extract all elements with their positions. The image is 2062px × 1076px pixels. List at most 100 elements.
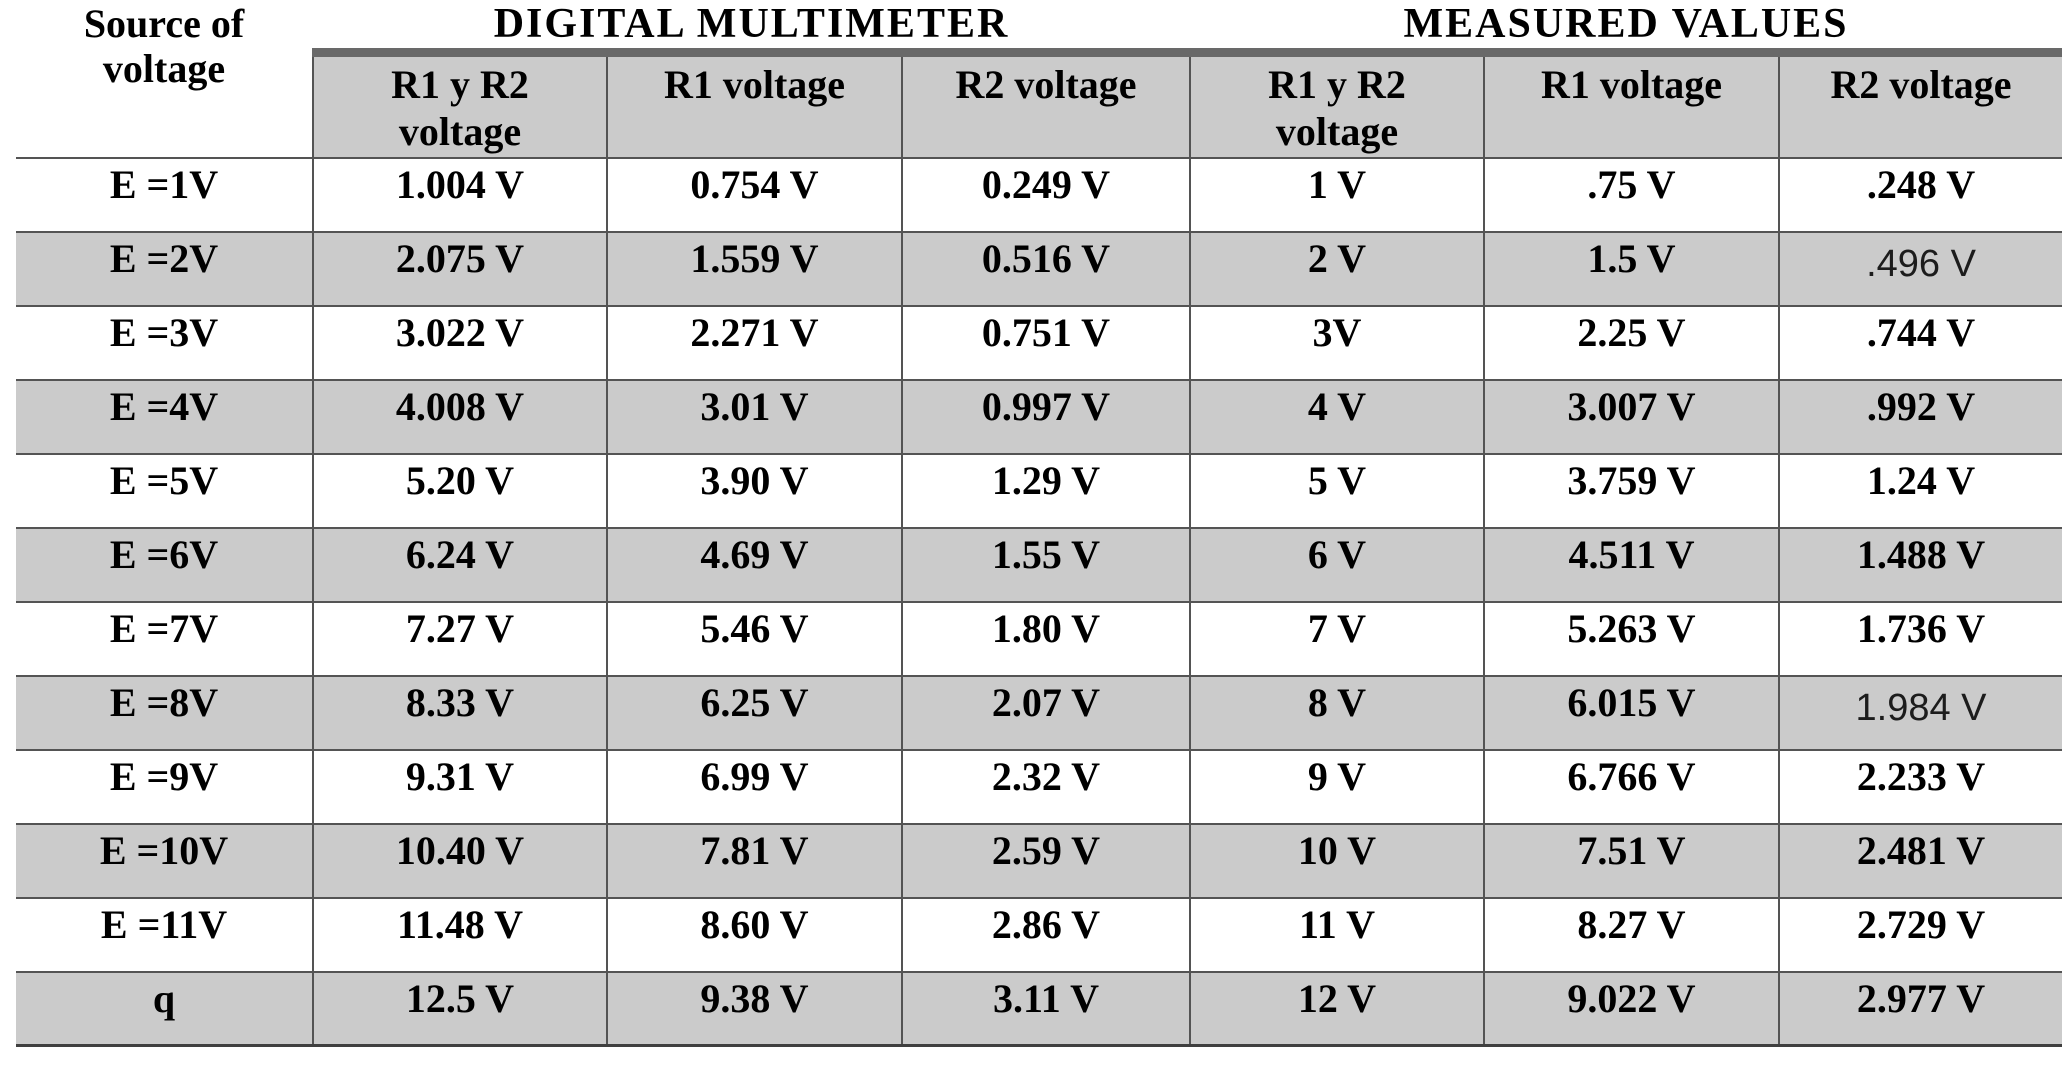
row-label: E =7V xyxy=(16,601,313,677)
value-cell: 1 V xyxy=(1189,157,1484,233)
value-cell: 3V xyxy=(1189,305,1484,381)
value-cell: 4.69 V xyxy=(606,527,902,603)
value-cell: 3.90 V xyxy=(606,453,902,529)
voltage-measurements-table: Source of voltage DIGITAL MULTIMETER MEA… xyxy=(16,0,2062,1047)
value-cell: 2.86 V xyxy=(901,897,1190,973)
value-cell: 2.233 V xyxy=(1777,749,2062,825)
column-header-dm-r2-voltage: R2 voltage xyxy=(901,48,1190,159)
value-cell: 8.60 V xyxy=(606,897,902,973)
value-cell: 5.263 V xyxy=(1483,601,1779,677)
group-header-row: Source of voltage DIGITAL MULTIMETER MEA… xyxy=(16,0,2062,159)
table-row: q 12.5 V 9.38 V 3.11 V 12 V 9.022 V 2.977 V xyxy=(16,971,2062,1047)
value-cell: 9.022 V xyxy=(1483,971,1779,1047)
table-header: Source of voltage DIGITAL MULTIMETER MEA… xyxy=(16,0,2062,159)
row-label: E =8V xyxy=(16,675,313,751)
row-label: E =2V xyxy=(16,231,313,307)
value-cell: .744 V xyxy=(1777,305,2062,381)
value-cell: 0.751 V xyxy=(901,305,1190,381)
value-cell: 11 V xyxy=(1189,897,1484,973)
group-header-measured-values: MEASURED VALUES xyxy=(1190,0,2062,53)
value-cell: 6 V xyxy=(1189,527,1484,603)
column-header-mv-r2-voltage: R2 voltage xyxy=(1777,48,2062,159)
value-cell: 2.075 V xyxy=(312,231,607,307)
value-cell: 10.40 V xyxy=(312,823,607,899)
value-cell: 1.984 V xyxy=(1777,675,2062,751)
value-cell: 7 V xyxy=(1189,601,1484,677)
table-row: E =11V 11.48 V 8.60 V 2.86 V 11 V 8.27 V 2.729… xyxy=(16,897,2062,973)
row-label: E =3V xyxy=(16,305,313,381)
value-cell: 6.99 V xyxy=(606,749,902,825)
sub-header-row: R1 y R2 voltage R1 voltage R2 voltage R1… xyxy=(16,48,2062,159)
corner-header-label: Source of voltage xyxy=(83,1,245,91)
row-label: E =4V xyxy=(16,379,313,455)
value-cell: 2.59 V xyxy=(901,823,1190,899)
value-cell: 1.24 V xyxy=(1777,453,2062,529)
column-header-dm-r1r2-voltage: R1 y R2 voltage xyxy=(312,48,607,159)
row-label: E =5V xyxy=(16,453,313,529)
value-cell: 0.754 V xyxy=(606,157,902,233)
value-cell: 1.80 V xyxy=(901,601,1190,677)
value-cell: 9.38 V xyxy=(606,971,902,1047)
value-cell: 0.249 V xyxy=(901,157,1190,233)
value-cell: 4 V xyxy=(1189,379,1484,455)
value-cell: 0.516 V xyxy=(901,231,1190,307)
value-cell: 8.27 V xyxy=(1483,897,1779,973)
value-cell: 0.997 V xyxy=(901,379,1190,455)
value-cell: 4.008 V xyxy=(312,379,607,455)
value-cell: .75 V xyxy=(1483,157,1779,233)
value-cell: 1.29 V xyxy=(901,453,1190,529)
value-cell: 6.766 V xyxy=(1483,749,1779,825)
table-row: E =10V 10.40 V 7.81 V 2.59 V 10 V 7.51 V 2.481… xyxy=(16,823,2062,899)
value-cell: 6.25 V xyxy=(606,675,902,751)
value-cell: 1.559 V xyxy=(606,231,902,307)
value-cell: 6.015 V xyxy=(1483,675,1779,751)
value-cell: .992 V xyxy=(1777,379,2062,455)
value-cell: 3.01 V xyxy=(606,379,902,455)
row-label: E =10V xyxy=(16,823,313,899)
value-cell: 2.271 V xyxy=(606,305,902,381)
value-cell: 2.07 V xyxy=(901,675,1190,751)
value-cell: 6.24 V xyxy=(312,527,607,603)
value-cell: 5 V xyxy=(1189,453,1484,529)
value-cell: 9.31 V xyxy=(312,749,607,825)
value-cell: 3.11 V xyxy=(901,971,1190,1047)
value-cell: 12 V xyxy=(1189,971,1484,1047)
row-label: E =6V xyxy=(16,527,313,603)
group-header-digital-multimeter: DIGITAL MULTIMETER xyxy=(313,0,1190,53)
value-cell: 2.977 V xyxy=(1777,971,2062,1047)
value-cell: 7.81 V xyxy=(606,823,902,899)
column-header-mv-r1r2-voltage: R1 y R2 voltage xyxy=(1189,48,1484,159)
value-cell: 3.759 V xyxy=(1483,453,1779,529)
value-cell: 2.32 V xyxy=(901,749,1190,825)
row-label: E =1V xyxy=(16,157,313,233)
value-cell: 1.55 V xyxy=(901,527,1190,603)
value-cell: 9 V xyxy=(1189,749,1484,825)
column-header-mv-r1-voltage: R1 voltage xyxy=(1483,48,1779,159)
value-cell: 7.51 V xyxy=(1483,823,1779,899)
value-cell: 2.481 V xyxy=(1777,823,2062,899)
value-cell: 11.48 V xyxy=(312,897,607,973)
value-cell: 4.511 V xyxy=(1483,527,1779,603)
row-label: E =11V xyxy=(16,897,313,973)
value-cell: .248 V xyxy=(1777,157,2062,233)
table-row: E =3V 3.022 V 2.271 V 0.751 V 3V 2.25 V .744 V xyxy=(16,305,2062,381)
value-cell: 5.20 V xyxy=(312,453,607,529)
value-cell: 3.022 V xyxy=(312,305,607,381)
column-header-dm-r1-voltage: R1 voltage xyxy=(606,48,902,159)
value-cell: 12.5 V xyxy=(312,971,607,1047)
value-cell: 3.007 V xyxy=(1483,379,1779,455)
value-cell: 2.729 V xyxy=(1777,897,2062,973)
value-cell: 1.736 V xyxy=(1777,601,2062,677)
row-label: q xyxy=(16,971,313,1047)
corner-header-source-of-voltage: Source of voltage xyxy=(16,0,313,159)
